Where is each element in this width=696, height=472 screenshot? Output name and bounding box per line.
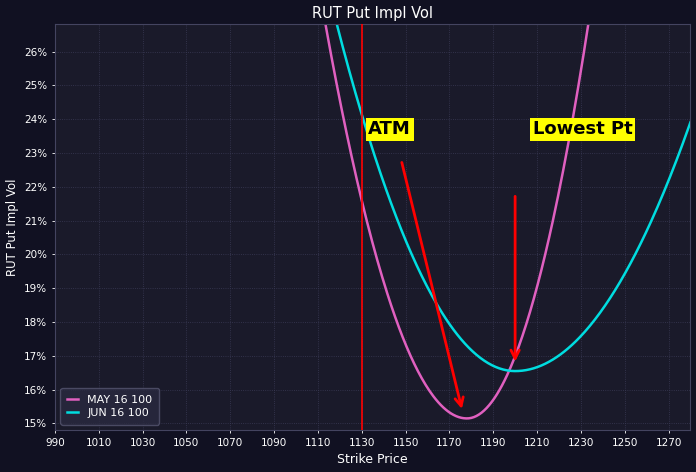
MAY 16 100	[353, 177, 361, 182]
JUN 16 100	[573, 337, 581, 343]
Legend: MAY 16 100, JUN 16 100: MAY 16 100, JUN 16 100	[61, 388, 159, 425]
MAY 16 100	[429, 393, 437, 399]
JUN 16 100	[686, 119, 695, 125]
JUN 16 100	[353, 94, 361, 100]
X-axis label: Strike Price: Strike Price	[338, 454, 408, 466]
JUN 16 100	[395, 220, 403, 226]
MAY 16 100	[356, 193, 365, 198]
MAY 16 100	[573, 91, 581, 96]
MAY 16 100	[395, 324, 403, 330]
Text: ATM: ATM	[368, 120, 411, 138]
JUN 16 100	[356, 108, 365, 113]
Title: RUT Put Impl Vol: RUT Put Impl Vol	[313, 6, 433, 21]
Y-axis label: RUT Put Impl Vol: RUT Put Impl Vol	[6, 178, 19, 276]
JUN 16 100	[510, 368, 519, 374]
Text: Lowest Pt: Lowest Pt	[532, 120, 633, 138]
MAY 16 100	[462, 415, 470, 421]
JUN 16 100	[429, 295, 437, 301]
JUN 16 100	[672, 158, 681, 163]
Line: MAY 16 100: MAY 16 100	[55, 0, 690, 418]
Line: JUN 16 100: JUN 16 100	[55, 0, 690, 371]
